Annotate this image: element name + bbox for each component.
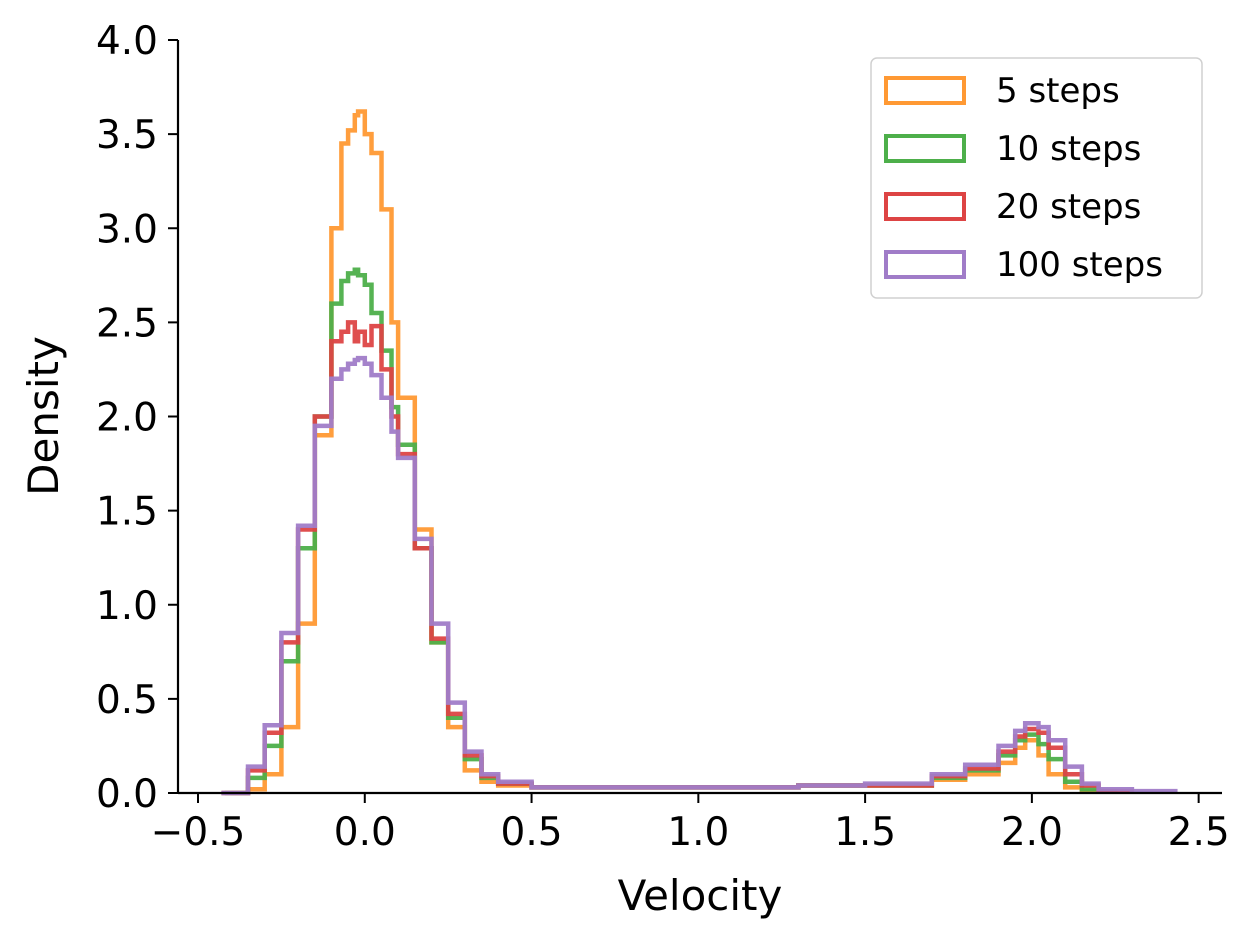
x-tick-label: 1.0 — [667, 810, 729, 855]
series-line-3 — [221, 320, 1135, 796]
x-ticks: −0.5 0.0 0.5 1.0 1.5 2.0 2.5 — [151, 793, 1230, 855]
x-axis-label: Velocity — [618, 871, 783, 920]
y-tick-label: 1.0 — [96, 584, 158, 629]
x-tick-label: 1.5 — [834, 810, 896, 855]
plot-series — [221, 109, 1178, 796]
y-tick-label: 0.0 — [96, 772, 158, 817]
x-tick-label: −0.5 — [151, 810, 246, 855]
y-tick-label: 2.0 — [96, 396, 158, 441]
legend-swatch-2 — [884, 134, 966, 163]
legend-label-3: 20 steps — [996, 187, 1141, 227]
y-tick-label: 4.0 — [96, 19, 158, 64]
y-axis-label: Density — [19, 336, 68, 496]
series-line-2 — [224, 267, 1118, 796]
legend-box — [870, 57, 1203, 299]
series-line-4 — [221, 355, 1178, 796]
legend: 5 steps 10 steps 20 steps 100 steps — [870, 57, 1203, 299]
legend-label-2: 10 steps — [996, 129, 1141, 169]
x-tick-label: 2.5 — [1168, 810, 1230, 855]
legend-swatch-1 — [884, 76, 966, 105]
y-tick-label: 0.5 — [96, 678, 158, 723]
legend-label-1: 5 steps — [996, 71, 1120, 111]
y-tick-label: 3.0 — [96, 207, 158, 252]
y-ticks: 0.0 0.5 1.0 1.5 2.0 2.5 3.0 3.5 4.0 — [96, 19, 178, 817]
y-tick-label: 1.5 — [96, 490, 158, 535]
x-tick-label: 2.0 — [1001, 810, 1063, 855]
y-tick-label: 3.5 — [96, 113, 158, 158]
legend-label-4: 100 steps — [996, 245, 1163, 285]
x-tick-label: 0.5 — [501, 810, 563, 855]
legend-swatch-3 — [884, 192, 966, 221]
legend-swatch-4 — [884, 250, 966, 279]
x-tick-label: 0.0 — [334, 810, 396, 855]
y-tick-label: 2.5 — [96, 301, 158, 346]
